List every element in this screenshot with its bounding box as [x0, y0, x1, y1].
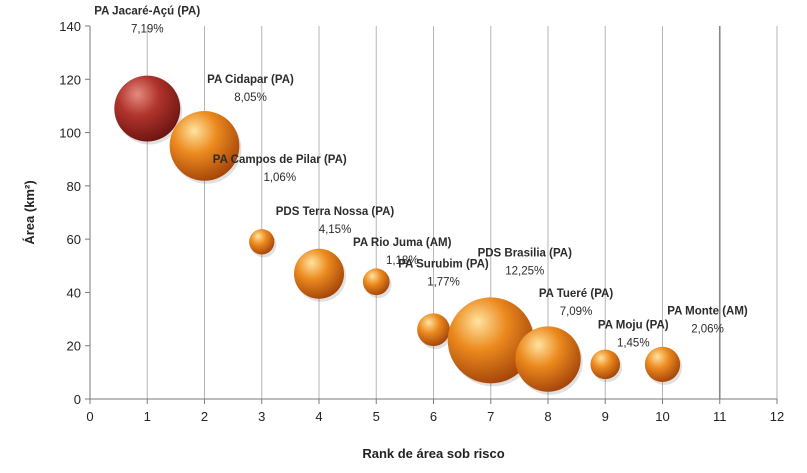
x-tick-label-1: 1	[144, 409, 151, 424]
bubble-1	[114, 75, 181, 142]
y-tick-label-120: 120	[59, 72, 81, 87]
x-tick-label-7: 7	[487, 409, 494, 424]
bubble-5	[362, 268, 390, 296]
bubble-label-10: PA Monte (AM)	[667, 305, 748, 317]
bubble-label-5: PA Rio Juma (AM)	[353, 237, 452, 249]
y-tick-label-0: 0	[74, 392, 81, 407]
bubble-pct-8: 7,09%	[560, 306, 593, 318]
x-tick-label-11: 11	[713, 409, 727, 424]
bubble-pct-3: 1,06%	[263, 172, 296, 184]
grid	[146, 26, 778, 399]
bubble-8	[515, 326, 581, 392]
x-tick-label-12: 12	[770, 409, 784, 424]
bubble-pct-10: 2,06%	[691, 323, 724, 335]
x-tick-label-8: 8	[544, 409, 551, 424]
x-tick-label-5: 5	[373, 409, 380, 424]
x-tick-label-2: 2	[201, 409, 208, 424]
y-tick-label-140: 140	[59, 19, 81, 34]
bubble-9	[590, 349, 621, 380]
bubbles	[114, 75, 683, 395]
bubble-label-4: PDS Terra Nossa (PA)	[276, 206, 395, 218]
bubble-2	[169, 111, 240, 181]
y-tick-label-40: 40	[67, 285, 81, 300]
bubble-7	[447, 297, 534, 384]
bubble-pct-2: 8,05%	[234, 92, 267, 104]
bubble-label-7: PDS Brasilia (PA)	[478, 247, 573, 259]
x-axis-title: Rank de área sob risco	[362, 446, 504, 461]
x-tick-label-6: 6	[430, 409, 437, 424]
x-tick-label-0: 0	[86, 409, 93, 424]
bubble-label-9: PA Moju (PA)	[598, 319, 669, 331]
bubble-10	[644, 346, 681, 382]
x-tick-label-9: 9	[602, 409, 609, 424]
bubble-label-8: PA Tueré (PA)	[539, 288, 613, 300]
bubble-pct-6: 1,77%	[427, 277, 460, 289]
y-axis-title: Área (km²)	[22, 180, 37, 244]
bubble-pct-9: 1,45%	[617, 337, 650, 349]
x-tick-label-3: 3	[258, 409, 265, 424]
bubble-labels: PA Jacaré-Açú (PA) 7,19% PA Cidapar (PA) 8,…	[94, 6, 748, 350]
bubble-label-6: PA Surubim (PA)	[398, 259, 489, 271]
x-tick-label-10: 10	[655, 409, 669, 424]
bubble-label-2: PA Cidapar (PA)	[207, 74, 294, 86]
bubble-pct-5: 1,18%	[386, 255, 419, 267]
bubble-4	[293, 248, 345, 299]
bubble-pct-4: 4,15%	[319, 224, 352, 236]
bubble-label-3: PA Campos de Pilar (PA)	[213, 154, 347, 166]
bubble-6	[417, 313, 450, 347]
y-tick-label-100: 100	[59, 126, 81, 141]
bubble-pct-7: 12,25%	[505, 265, 544, 277]
bubble-pct-1: 7,19%	[131, 24, 164, 36]
y-tick-label-80: 80	[67, 179, 81, 194]
x-tick-label-4: 4	[315, 409, 322, 424]
y-tick-label-60: 60	[67, 232, 81, 247]
y-tick-label-20: 20	[67, 339, 81, 354]
bubble-3	[249, 229, 275, 255]
bubble-label-1: PA Jacaré-Açú (PA)	[94, 6, 200, 18]
